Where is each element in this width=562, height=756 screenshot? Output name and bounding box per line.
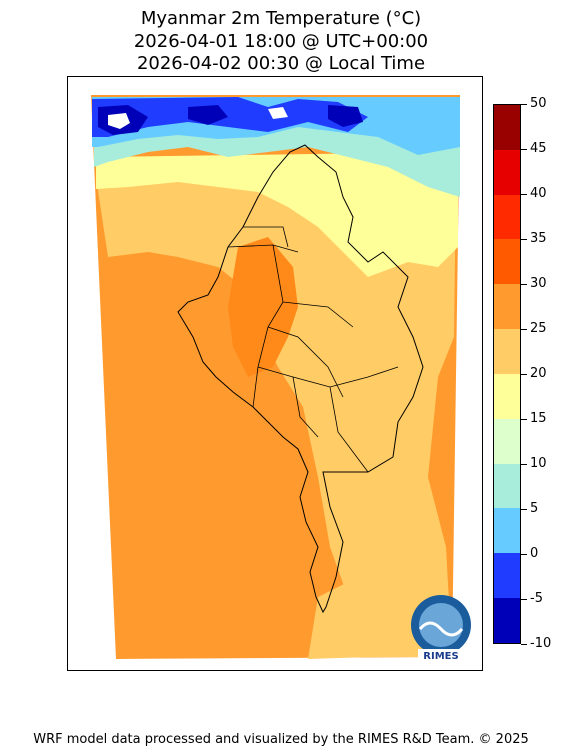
colorbar-segment	[494, 194, 520, 240]
colorbar-segment	[494, 329, 520, 374]
colorbar-tick-label: 10	[530, 456, 547, 471]
colorbar-segment	[494, 105, 520, 150]
colorbar-tick-label: 35	[530, 231, 547, 246]
rimes-logo: RIMES	[411, 595, 471, 662]
colorbar-tick-label: -10	[530, 636, 552, 651]
colorbar-tick	[521, 463, 527, 465]
colorbar-tick-label: 20	[530, 366, 547, 381]
very-cold-zone	[92, 97, 368, 137]
colorbar-tick	[521, 553, 527, 555]
colorbar-segment	[494, 463, 520, 509]
colorbar-tick-label: -5	[530, 591, 543, 606]
mild-zone	[96, 152, 458, 277]
colorbar-tick	[521, 328, 527, 330]
colorbar-segment	[494, 508, 520, 554]
logo-text: RIMES	[423, 651, 458, 662]
colorbar-segment	[494, 553, 520, 599]
colorbar-segment	[494, 373, 520, 419]
snow-patch	[108, 107, 288, 129]
colorbar-tick-label: 50	[530, 96, 547, 111]
colorbar	[493, 104, 521, 644]
cool-zone	[94, 117, 460, 197]
colorbar-tick-label: 0	[530, 546, 539, 561]
footer-credit: WRF model data processed and visualized …	[33, 732, 529, 747]
colorbar-tick-label: 45	[530, 141, 547, 156]
state-borders	[227, 226, 399, 473]
warm-zone	[96, 177, 456, 657]
colorbar-tick	[521, 508, 527, 510]
colorbar-tick	[521, 598, 527, 600]
colorbar-tick	[521, 238, 527, 240]
colorbar-segment	[494, 598, 520, 643]
colorbar-tick-label: 15	[530, 411, 547, 426]
temperature-map: RIMES	[91, 95, 471, 662]
colorbar-segment	[494, 418, 520, 464]
colorbar-tick	[521, 418, 527, 420]
country-border	[177, 144, 424, 614]
hot-core	[228, 237, 298, 377]
warm-zone-south	[308, 577, 398, 659]
chart-title-line3: 2026-04-02 00:30 @ Local Time	[136, 53, 426, 74]
colorbar-tick	[521, 373, 527, 375]
map-frame: RIMES	[67, 76, 483, 671]
colorbar-tick	[521, 283, 527, 285]
colorbar-segment	[494, 239, 520, 285]
colorbar-tick-label: 40	[530, 186, 547, 201]
colorbar-tick	[521, 193, 527, 195]
chart-title-line2: 2026-04-01 18:00 @ UTC+00:00	[133, 31, 429, 52]
colorbar-tick	[521, 103, 527, 105]
colorbar-tick	[521, 643, 527, 645]
colorbar-tick-label: 25	[530, 321, 547, 336]
colorbar-tick-label: 30	[530, 276, 547, 291]
colorbar-tick-label: 5	[530, 501, 539, 516]
freezing-zone	[98, 105, 363, 135]
chart-title-line1: Myanmar 2m Temperature (°C)	[140, 8, 422, 29]
colorbar-segment	[494, 284, 520, 330]
colorbar-tick	[521, 148, 527, 150]
colorbar-segment	[494, 149, 520, 195]
